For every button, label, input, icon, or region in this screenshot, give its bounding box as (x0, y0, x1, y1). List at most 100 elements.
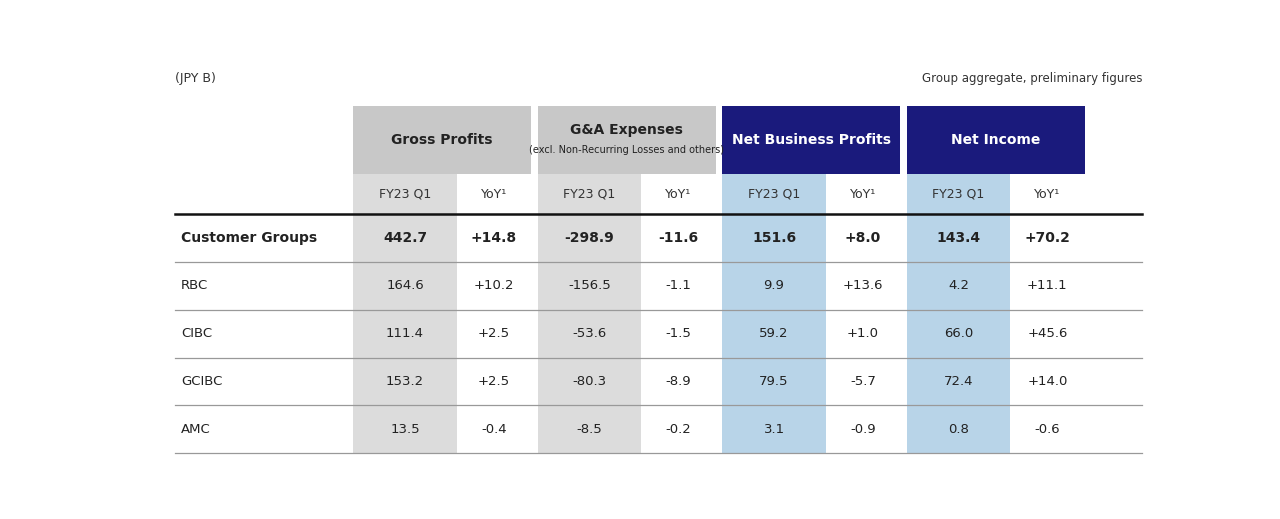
Text: RBC: RBC (180, 279, 209, 292)
Bar (722, 262, 826, 310)
Text: 66.0: 66.0 (943, 327, 973, 340)
Text: 3.1: 3.1 (763, 422, 785, 436)
Bar (538, 262, 641, 310)
Bar (908, 310, 1010, 358)
Bar (641, 174, 716, 214)
Text: -8.5: -8.5 (577, 422, 603, 436)
Bar (538, 214, 641, 262)
Text: -0.9: -0.9 (850, 422, 876, 436)
Text: -8.9: -8.9 (666, 375, 691, 388)
Text: Group aggregate, preliminary figures: Group aggregate, preliminary figures (922, 72, 1142, 85)
Bar (908, 174, 1010, 214)
Bar (641, 310, 716, 358)
Bar (457, 174, 531, 214)
Bar (457, 310, 531, 358)
Bar (538, 310, 641, 358)
Text: (JPY B): (JPY B) (175, 72, 216, 85)
Text: -80.3: -80.3 (572, 375, 607, 388)
Text: (excl. Non-Recurring Losses and others): (excl. Non-Recurring Losses and others) (529, 145, 724, 155)
Text: -53.6: -53.6 (572, 327, 607, 340)
Text: -298.9: -298.9 (564, 231, 614, 245)
Bar (353, 214, 457, 262)
Text: -0.6: -0.6 (1034, 422, 1060, 436)
Bar (353, 310, 457, 358)
Bar (722, 310, 826, 358)
Text: 72.4: 72.4 (943, 375, 973, 388)
Bar (641, 358, 716, 405)
Bar (353, 358, 457, 405)
Text: Net Income: Net Income (951, 133, 1041, 147)
Text: GCIBC: GCIBC (180, 375, 223, 388)
Text: +45.6: +45.6 (1027, 327, 1068, 340)
Text: +1.0: +1.0 (847, 327, 879, 340)
Bar (353, 262, 457, 310)
Bar (353, 405, 457, 453)
Bar (1010, 262, 1084, 310)
Text: +14.8: +14.8 (471, 231, 517, 245)
Text: -1.5: -1.5 (666, 327, 691, 340)
Text: 111.4: 111.4 (387, 327, 424, 340)
Text: 442.7: 442.7 (383, 231, 428, 245)
Text: YoY¹: YoY¹ (850, 188, 876, 201)
Text: CIBC: CIBC (180, 327, 212, 340)
Text: YoY¹: YoY¹ (481, 188, 507, 201)
Bar (641, 214, 716, 262)
Text: YoY¹: YoY¹ (666, 188, 691, 201)
Text: -5.7: -5.7 (850, 375, 876, 388)
Text: -0.4: -0.4 (481, 422, 507, 436)
Bar (722, 358, 826, 405)
Bar (538, 405, 641, 453)
Bar (457, 262, 531, 310)
Text: YoY¹: YoY¹ (1034, 188, 1060, 201)
Text: 79.5: 79.5 (759, 375, 788, 388)
Text: 164.6: 164.6 (387, 279, 424, 292)
Bar (722, 405, 826, 453)
Bar (1010, 174, 1084, 214)
Text: -1.1: -1.1 (666, 279, 691, 292)
Bar (538, 106, 716, 174)
Text: FY23 Q1: FY23 Q1 (932, 188, 984, 201)
Text: FY23 Q1: FY23 Q1 (379, 188, 431, 201)
Bar (722, 106, 900, 174)
Text: -156.5: -156.5 (568, 279, 611, 292)
Bar (722, 174, 826, 214)
Bar (826, 262, 900, 310)
Bar (538, 358, 641, 405)
Text: 153.2: 153.2 (387, 375, 424, 388)
Bar (826, 405, 900, 453)
Text: FY23 Q1: FY23 Q1 (563, 188, 616, 201)
Bar (826, 358, 900, 405)
Text: FY23 Q1: FY23 Q1 (748, 188, 800, 201)
Bar (641, 262, 716, 310)
Text: +11.1: +11.1 (1027, 279, 1068, 292)
Bar (908, 262, 1010, 310)
Text: G&A Expenses: G&A Expenses (571, 123, 684, 137)
Bar (1010, 310, 1084, 358)
Bar (1010, 405, 1084, 453)
Text: 59.2: 59.2 (759, 327, 788, 340)
Bar (826, 214, 900, 262)
Text: 143.4: 143.4 (937, 231, 980, 245)
Bar (538, 174, 641, 214)
Bar (457, 358, 531, 405)
Text: +14.0: +14.0 (1027, 375, 1068, 388)
Text: 151.6: 151.6 (751, 231, 796, 245)
Text: -0.2: -0.2 (666, 422, 691, 436)
Bar (1010, 358, 1084, 405)
Text: -11.6: -11.6 (658, 231, 699, 245)
Text: 13.5: 13.5 (390, 422, 420, 436)
Text: +2.5: +2.5 (477, 327, 509, 340)
Text: 0.8: 0.8 (948, 422, 969, 436)
Text: 9.9: 9.9 (764, 279, 785, 292)
Bar (908, 106, 1084, 174)
Bar (1010, 214, 1084, 262)
Text: AMC: AMC (180, 422, 211, 436)
Bar (826, 174, 900, 214)
Bar (457, 405, 531, 453)
Bar (641, 405, 716, 453)
Bar (353, 106, 531, 174)
Bar (457, 214, 531, 262)
Bar (722, 214, 826, 262)
Text: +8.0: +8.0 (845, 231, 881, 245)
Text: Net Business Profits: Net Business Profits (732, 133, 891, 147)
